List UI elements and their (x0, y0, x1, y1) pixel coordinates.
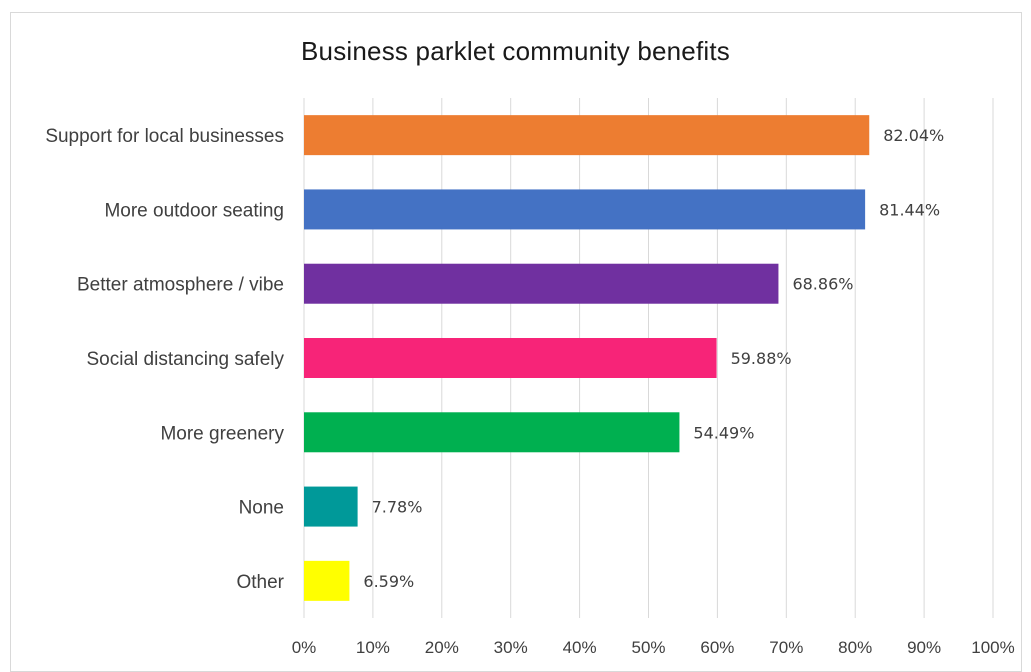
category-label: None (239, 498, 284, 519)
x-tick-label: 50% (631, 638, 665, 657)
x-tick-label: 100% (971, 638, 1014, 657)
bar (304, 115, 870, 156)
data-label: 7.78% (372, 498, 423, 517)
bar (304, 263, 779, 304)
category-label: Support for local businesses (45, 126, 284, 147)
data-label: 6.59% (363, 572, 414, 591)
category-label: More outdoor seating (104, 200, 284, 221)
x-tick-label: 10% (356, 638, 390, 657)
data-label: 68.86% (792, 275, 853, 294)
data-label: 54.49% (693, 423, 754, 442)
data-label: 59.88% (731, 349, 792, 368)
bar (304, 412, 680, 453)
x-tick-label: 20% (425, 638, 459, 657)
category-label: Other (236, 572, 284, 593)
x-tick-label: 90% (907, 638, 941, 657)
x-tick-label: 70% (769, 638, 803, 657)
bar (304, 338, 717, 378)
data-label: 81.44% (879, 200, 940, 219)
data-label: 82.04% (883, 126, 944, 145)
category-label: Social distancing safely (87, 349, 285, 370)
bar (304, 189, 866, 230)
x-tick-label: 30% (494, 638, 528, 657)
x-tick-label: 0% (292, 638, 317, 657)
x-axis-ticks: 0% 10% 20% 30% 40% 50% 60% 70% 80% 90% 100% (292, 638, 1015, 657)
category-label: Better atmosphere / vibe (77, 275, 284, 296)
bar (304, 486, 358, 527)
data-labels: 82.04% 81.44% 68.86% 59.88% 54.49% 7.78% 6.59% (363, 126, 944, 591)
category-label: More greenery (160, 423, 284, 444)
bars (304, 115, 870, 601)
bar (304, 560, 350, 601)
category-labels: Support for local businesses More outdoor… (45, 126, 284, 593)
x-tick-label: 60% (700, 638, 734, 657)
x-tick-label: 40% (563, 638, 597, 657)
chart-title: Business parklet community benefits (301, 36, 730, 66)
x-tick-label: 80% (838, 638, 872, 657)
